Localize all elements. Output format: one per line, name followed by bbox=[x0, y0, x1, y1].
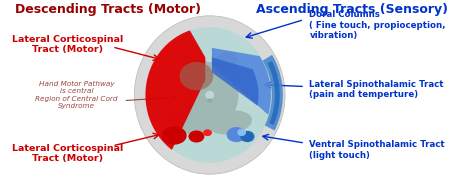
Ellipse shape bbox=[240, 131, 255, 142]
Polygon shape bbox=[263, 55, 283, 131]
Text: Doral Columns
( Fine touch, propioception,
vibration): Doral Columns ( Fine touch, propioceptio… bbox=[310, 10, 446, 40]
Ellipse shape bbox=[209, 52, 237, 80]
Text: Ascending Tracts (Sensory): Ascending Tracts (Sensory) bbox=[255, 3, 447, 16]
Ellipse shape bbox=[162, 127, 187, 145]
Ellipse shape bbox=[205, 91, 214, 99]
Text: Lateral Corticospinal
Tract (Motor): Lateral Corticospinal Tract (Motor) bbox=[12, 144, 123, 163]
Ellipse shape bbox=[181, 62, 238, 128]
Polygon shape bbox=[146, 30, 205, 150]
Polygon shape bbox=[212, 57, 258, 106]
Ellipse shape bbox=[182, 52, 210, 80]
Polygon shape bbox=[212, 48, 271, 115]
Text: Lateral Spinothalamic Tract
(pain and temperture): Lateral Spinothalamic Tract (pain and te… bbox=[309, 80, 443, 99]
Text: Ventral Spinothalamic Tract
(light touch): Ventral Spinothalamic Tract (light touch… bbox=[309, 140, 444, 160]
Ellipse shape bbox=[207, 98, 212, 103]
Text: Lateral Corticospinal
Tract (Motor): Lateral Corticospinal Tract (Motor) bbox=[12, 35, 123, 54]
Ellipse shape bbox=[147, 27, 272, 163]
Text: Hand Motor Pathway
is central
Region of Central Cord
Syndrome: Hand Motor Pathway is central Region of … bbox=[36, 81, 118, 109]
Ellipse shape bbox=[207, 110, 252, 134]
Ellipse shape bbox=[237, 129, 246, 136]
Ellipse shape bbox=[203, 129, 212, 136]
Ellipse shape bbox=[167, 110, 212, 134]
Ellipse shape bbox=[189, 131, 204, 142]
Ellipse shape bbox=[180, 62, 213, 90]
Polygon shape bbox=[267, 61, 280, 125]
Ellipse shape bbox=[134, 16, 285, 174]
Ellipse shape bbox=[227, 127, 246, 142]
Text: Descending Tracts (Motor): Descending Tracts (Motor) bbox=[15, 3, 201, 16]
